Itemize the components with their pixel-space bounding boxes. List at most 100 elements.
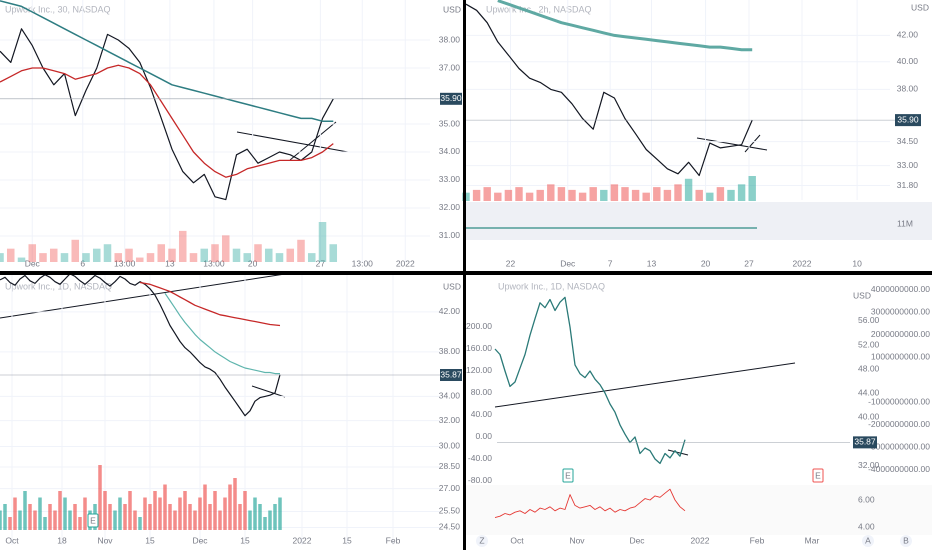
volume-bar [642,192,650,201]
volume-bar [113,510,117,530]
volume-bar [653,187,661,201]
y-tick-label: -80.00 [468,475,492,485]
volume-bar [631,189,640,201]
volume-bar [125,248,133,262]
price-tag-label: 35.90 [897,114,919,124]
toolbar-label: B [903,535,909,545]
volume-bar [8,517,12,530]
x-tick-label: 6 [80,258,85,268]
x-tick-label: 2022 [396,258,415,268]
y-tick-label: 1000000000.00 [871,352,930,362]
volume-bar [98,465,102,530]
volume-bar [13,497,17,530]
volume-bar [43,517,47,530]
volume-bar [146,253,155,262]
volume-bar [63,497,67,530]
x-tick-label: Oct [5,535,19,545]
volume-bar [727,189,735,201]
volume-bar [49,248,58,262]
volume-bar [504,189,513,201]
x-tick-label: 22 [506,258,516,268]
volume-bar [3,504,7,530]
y-tick-label: 42.00 [897,30,919,40]
y-tick-label: 40.00 [858,412,880,422]
volume-bar [163,484,167,530]
axis-unit: USD [443,281,461,291]
y-tick-label: 28.50 [439,461,461,471]
price-tag [895,114,921,127]
volume-bar [663,189,672,201]
volume-bar [221,235,230,262]
earnings-label: E [815,470,821,480]
x-tick-label: 13:00 [114,258,136,268]
x-tick-label: 13 [165,258,175,268]
trend-line [289,121,337,161]
x-tick-label: Dec [25,258,41,268]
y-tick-label: 4000000000.00 [871,284,930,294]
y-tick-label: 2000000000.00 [871,329,930,339]
volume-bar [264,248,273,262]
x-tick-label: Mar [805,535,820,545]
volume-bar [17,257,26,262]
axis-unit: USD [443,4,461,14]
indicator-pane [466,485,932,535]
y-tick-label: 32.00 [858,460,880,470]
volume-bar [123,504,127,530]
volume-bar [38,497,42,530]
price-tag [440,369,462,382]
volume-bar [547,184,555,201]
volume-bar [168,504,172,530]
y-tick-label: 40.00 [897,56,919,66]
volume-bar [211,244,219,262]
price-tag [440,92,462,105]
earnings-label: E [90,515,96,525]
volume-bar [183,491,187,530]
y-tick-label: 40.00 [471,409,493,419]
volume-bar [483,187,491,201]
earnings-label: E [565,470,571,480]
volume-bar [286,248,295,262]
volume-bar [716,187,725,201]
y-tick-label: 80.00 [471,387,493,397]
x-tick-label: 15 [240,535,250,545]
y-tick-label: 56.00 [858,315,880,325]
y-tick-label: 31.00 [439,230,461,240]
y-tick-label: 34.00 [439,146,461,156]
y-tick-label: 35.00 [439,118,461,128]
x-tick-label: Feb [750,535,765,545]
volume-bar [600,189,608,201]
volume-bar [92,248,101,262]
volume-bar [307,253,316,262]
x-tick-label: 13:00 [203,258,225,268]
x-tick-label: 7 [608,258,613,268]
volume-bar [189,253,198,262]
y-tick-label: 34.00 [439,391,461,401]
x-tick-label: Dec [629,535,645,545]
series-line [164,292,280,375]
volume-bar [621,187,629,201]
series-line [139,281,281,327]
y-tick-label: 38.00 [439,346,461,356]
x-tick-label: 15 [342,535,352,545]
volume-pane [466,202,932,240]
volume-bar [158,497,162,530]
y-tick-label: 31.80 [897,180,919,190]
volume-bar [48,504,52,530]
y-tick-label: 6.00 [858,494,875,504]
volume-bar [28,244,37,262]
volume-bar [33,510,37,530]
y-tick-label: 120.00 [466,365,492,375]
volume-bar [71,239,80,262]
divider [0,271,932,275]
volume-bar [82,253,90,262]
volume-bar [258,504,262,530]
volume-bar [515,187,523,201]
y-tick-label: 25.50 [439,506,461,516]
chart-title: Upwork Inc., 1D, NASDAQ [498,281,605,291]
trend-line [0,273,286,319]
y-tick-label: 32.00 [439,202,461,212]
y-tick-label: -1000000000.00 [868,397,930,407]
volume-bar [28,504,32,530]
x-tick-label: Nov [569,535,585,545]
volume-bar [203,484,207,530]
